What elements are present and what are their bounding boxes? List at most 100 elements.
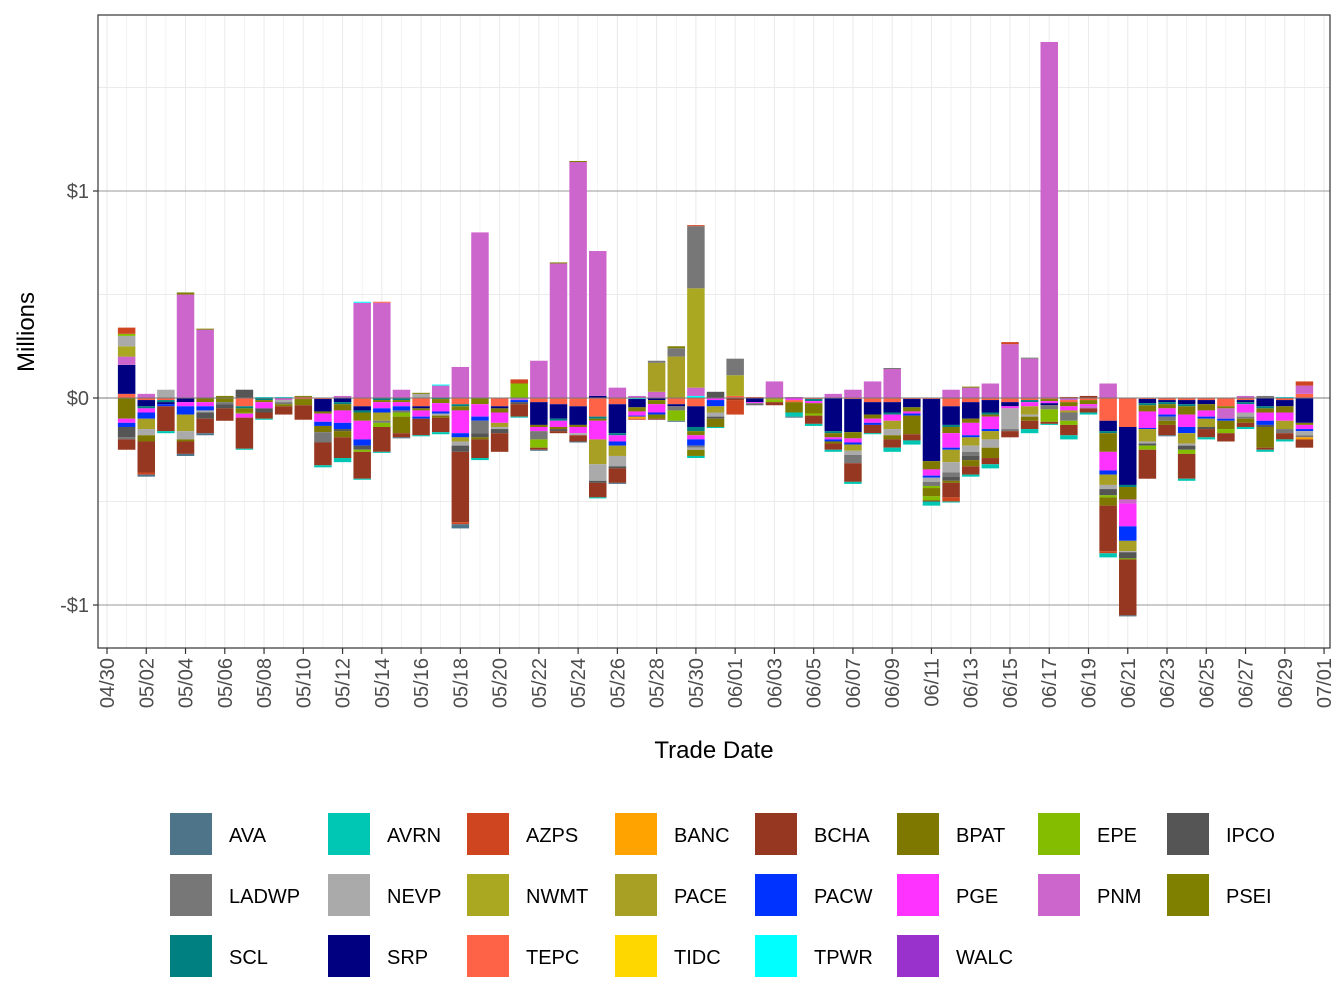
- bar-segment-bpat: [981, 447, 1000, 459]
- y-tick-label: $0: [67, 388, 89, 410]
- bar-segment-ladwp: [922, 481, 941, 486]
- bar-segment-pge: [824, 437, 843, 440]
- legend-swatch: [897, 935, 939, 977]
- legend-label: PSEI: [1226, 886, 1272, 908]
- bar-segment-nevp: [1001, 408, 1019, 430]
- bar-segment-banc: [1295, 437, 1314, 440]
- bar-segment-avrn: [824, 449, 843, 452]
- bar-segment-pge: [961, 422, 980, 436]
- bar-segment-avrn: [883, 447, 901, 452]
- x-tick-label: 06/15: [1000, 658, 1022, 708]
- bar-stack-06-19: [1079, 395, 1098, 415]
- bar-segment-avrn: [1256, 449, 1274, 452]
- bar-segment-avrn: [1079, 412, 1098, 415]
- legend-swatch: [615, 874, 657, 916]
- bar-segment-pnm: [1236, 395, 1255, 398]
- bars: [98, 41, 1330, 617]
- bar-segment-pnm: [451, 366, 470, 398]
- bar-segment-psei: [294, 399, 313, 406]
- bar-segment-nevp: [137, 429, 156, 436]
- bar-segment-bpat: [1119, 487, 1137, 500]
- bar-segment-tepc: [451, 398, 470, 405]
- bar-segment-pacw: [1119, 526, 1137, 541]
- bar-segment-nevp: [922, 477, 941, 482]
- bar-segment-nwmt: [765, 398, 784, 401]
- bar-segment-scl: [824, 431, 843, 434]
- bar-segment-psei: [471, 398, 489, 405]
- bar-segment-avrn: [373, 451, 391, 453]
- bar-segment-ipco: [490, 429, 509, 434]
- bar-segment-pge: [451, 410, 470, 434]
- bar-segment-ava: [608, 482, 627, 484]
- bar-segment-srp: [1001, 402, 1019, 407]
- bar-segment-scl: [157, 400, 175, 403]
- bar-segment-srp: [1158, 400, 1176, 403]
- bar-stack-06-09: [883, 367, 901, 452]
- bar-segment-epe: [1138, 445, 1157, 450]
- bar-segment-tepc: [942, 398, 960, 407]
- bar-segment-avrn: [1020, 429, 1039, 434]
- legend-swatch: [467, 813, 509, 855]
- bar-segment-tepc: [922, 398, 941, 400]
- bar-segment-pge: [490, 412, 509, 423]
- bar-segment-pace: [961, 437, 980, 446]
- bar-segment-scl: [451, 404, 470, 407]
- legend-item-azps: AZPS: [467, 813, 578, 855]
- bar-segment-srp: [942, 406, 960, 425]
- legend-swatch: [467, 935, 509, 977]
- bar-segment-pge: [608, 435, 627, 442]
- bar-segment-ipco: [608, 466, 627, 469]
- bar-segment-psei: [628, 407, 646, 412]
- legend-swatch: [897, 813, 939, 855]
- bar-segment-pacw: [961, 435, 980, 438]
- bar-segment-bcha: [274, 406, 293, 415]
- bar-segment-avrn: [942, 501, 960, 503]
- bar-segment-bpat: [1158, 404, 1176, 409]
- bar-segment-azps: [628, 418, 646, 420]
- legend-label: NWMT: [526, 886, 588, 908]
- bar-segment-nwmt: [726, 375, 744, 396]
- bar-segment-pge: [647, 404, 666, 413]
- bar-segment-pnm: [333, 395, 352, 398]
- bar-segment-pnm: [549, 263, 568, 398]
- bar-segment-pge: [1001, 406, 1019, 409]
- bar-segment-bpat: [431, 415, 450, 418]
- bar-segment-psei: [1295, 422, 1314, 425]
- bar-segment-srp: [922, 399, 941, 462]
- bar-stack-05-04: [176, 292, 195, 456]
- bar-segment-pnm: [824, 393, 843, 398]
- bar-segment-tepc: [530, 398, 548, 403]
- bar-segment-bpat: [1276, 406, 1294, 413]
- bar-segment-pnm: [981, 383, 1000, 398]
- legend-item-scl: SCL: [170, 935, 268, 977]
- bar-segment-pace: [451, 437, 470, 442]
- legend-label: IPCO: [1226, 825, 1275, 847]
- bar-segment-epe: [510, 383, 528, 398]
- x-tick-label: 06/07: [843, 658, 865, 708]
- bar-segment-nevp: [1099, 484, 1117, 490]
- bar-segment-pace: [883, 420, 901, 430]
- bar-segment-tepc: [569, 398, 587, 407]
- bar-segment-bcha: [353, 451, 371, 479]
- bar-segment-pnm: [961, 387, 980, 398]
- x-tick-label: 06/23: [1157, 658, 1179, 708]
- legend-item-ipco: IPCO: [1167, 813, 1275, 855]
- bar-stack-05-20: [490, 398, 509, 452]
- bar-segment-bcha: [883, 439, 901, 448]
- bar-segment-srp: [824, 398, 843, 432]
- bar-segment-bcha: [471, 439, 489, 459]
- bar-segment-pacw: [373, 408, 391, 413]
- bar-stack-06-29: [1276, 396, 1294, 442]
- bar-segment-bcha: [255, 412, 273, 419]
- x-tick-label: 06/25: [1196, 658, 1218, 708]
- bar-segment-epe: [1099, 495, 1117, 498]
- bar-segment-bcha: [373, 426, 391, 452]
- bar-segment-epe: [765, 400, 784, 403]
- bar-segment-srp: [667, 404, 686, 407]
- bar-segment-bpat: [589, 418, 607, 421]
- bar-segment-pace: [589, 439, 607, 465]
- bar-segment-ava: [569, 441, 587, 443]
- bar-segment-scl: [1256, 406, 1274, 409]
- bar-segment-pge: [903, 411, 921, 414]
- bar-segment-pnm: [589, 251, 607, 396]
